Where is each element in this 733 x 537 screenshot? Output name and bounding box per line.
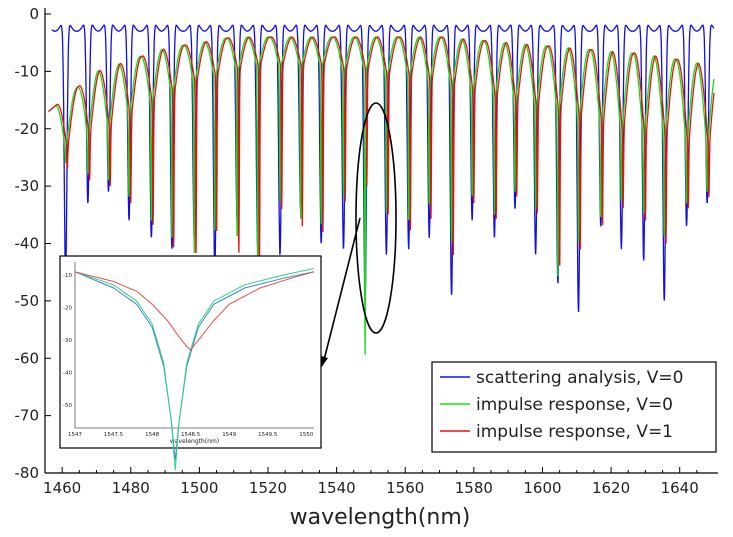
main-plot-area xyxy=(48,24,715,355)
x-tick-label: 1580 xyxy=(455,479,493,497)
x-tick-label: 1460 xyxy=(43,479,81,497)
y-tick-label: -30 xyxy=(15,177,40,195)
x-axis-label: wavelength(nm) xyxy=(290,505,471,530)
inset-x-tick-label: 1547.5 xyxy=(104,432,124,438)
impulse-response-v0-line xyxy=(48,36,715,355)
y-tick-label: -70 xyxy=(15,407,40,425)
x-tick-label: 1620 xyxy=(592,479,630,497)
inset-x-axis-label: wavelength(nm) xyxy=(170,438,219,445)
x-tick-label: 1520 xyxy=(249,479,287,497)
zoom-ellipse xyxy=(355,102,397,334)
inset-chart: -10 -20 -30 -40 -50 1547 1547.5 1548 1548.5 1549 1… xyxy=(59,255,322,471)
inset-y-tick-label: -30 xyxy=(63,338,72,344)
y-tick-label: -40 xyxy=(15,235,40,253)
y-tick-label: -10 xyxy=(15,62,40,80)
x-tick-label: 1480 xyxy=(112,479,150,497)
y-tick-label: -20 xyxy=(15,120,40,138)
y-tick-label: -60 xyxy=(15,349,40,367)
inset-y-tick-label: -10 xyxy=(63,273,72,279)
x-tick-label: 1640 xyxy=(661,479,699,497)
y-tick-label: 0 xyxy=(29,5,39,23)
impulse-response-v1-line xyxy=(48,36,715,270)
legend-box xyxy=(431,361,717,453)
inset-x-tick-label: 1549.5 xyxy=(258,432,278,438)
x-tick-label: 1560 xyxy=(386,479,424,497)
y-tick-label: -50 xyxy=(15,292,40,310)
scattering-analysis-v0-line xyxy=(51,24,715,313)
inset-x-tick-label: 1548.5 xyxy=(181,432,201,438)
inset-x-tick-label: 1548 xyxy=(145,432,159,438)
legend-entry-label: scattering analysis, V=0 xyxy=(476,368,683,388)
inset-impulse-response-v0-line xyxy=(74,268,315,471)
legend-entry-label: impulse response, V=1 xyxy=(476,422,673,442)
inset-x-tick-label: 1549 xyxy=(222,432,236,438)
x-tick-label: 1600 xyxy=(523,479,561,497)
x-tick-label: 1500 xyxy=(180,479,218,497)
y-tick-label: -80 xyxy=(15,464,40,482)
inset-y-tick-label: -50 xyxy=(63,403,72,409)
inset-impulse-response-v1-line xyxy=(74,271,315,351)
zoom-arrow-line xyxy=(323,217,361,361)
inset-y-tick-label: -40 xyxy=(63,371,72,377)
x-tick-label: 1540 xyxy=(318,479,356,497)
legend-entry-label: impulse response, V=0 xyxy=(476,395,673,415)
inset-x-tick-label: 1550 xyxy=(299,432,313,438)
inset-y-tick-label: -20 xyxy=(63,306,72,312)
inset-x-tick-label: 1547 xyxy=(68,432,82,438)
legend: scattering analysis, V=0 impulse response… xyxy=(431,361,717,453)
